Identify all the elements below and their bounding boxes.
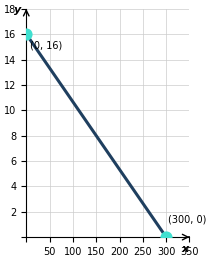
- Text: (300, 0): (300, 0): [169, 215, 207, 224]
- Text: y: y: [14, 5, 22, 15]
- Text: (0, 16): (0, 16): [30, 40, 62, 51]
- Text: x: x: [181, 244, 189, 254]
- Point: [165, 235, 168, 239]
- Point: [24, 32, 28, 36]
